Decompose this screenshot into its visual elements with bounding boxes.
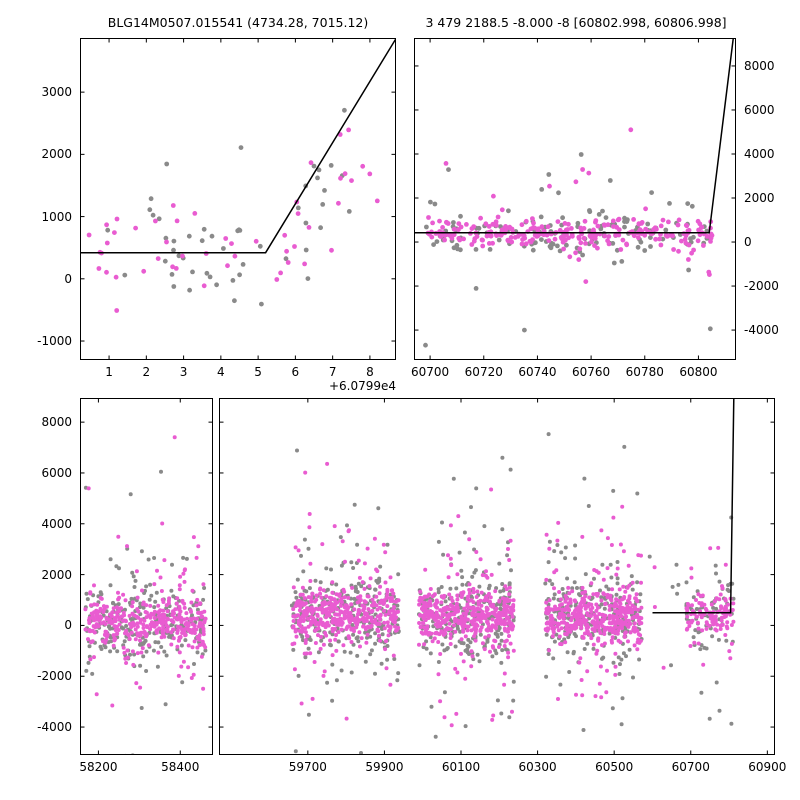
- y-tick-label: 0: [744, 235, 752, 250]
- y-tick-label: -2000: [744, 279, 779, 294]
- axes-border: [414, 38, 736, 360]
- x-tick-label: 58200: [79, 760, 118, 774]
- x-tick-label: 59900: [365, 760, 404, 774]
- x-tick-label: 5: [254, 365, 262, 379]
- panel-top-right: [414, 38, 736, 360]
- x-tick-label: 60780: [625, 365, 664, 379]
- scatter-points-gray: [423, 152, 713, 348]
- x-tick-label: 60500: [595, 760, 634, 774]
- x-tick-label: 1: [105, 365, 113, 379]
- y-tick-label: -2000: [37, 669, 72, 684]
- y-tick-label: -1000: [37, 334, 72, 349]
- scatter-points-gray: [289, 432, 736, 755]
- x-tick-label: 6: [291, 365, 300, 379]
- x-tick-label: 8: [366, 365, 374, 379]
- x-tick-label: 4: [217, 365, 225, 379]
- y-tick-label: 8000: [744, 58, 775, 73]
- x-tick-label: 58400: [161, 760, 200, 774]
- y-tick-label: 4000: [41, 516, 72, 531]
- panel-top-left: [80, 38, 396, 360]
- model-line: [414, 38, 735, 234]
- x-tick-label: 60100: [441, 760, 481, 774]
- x-tick-label: 60720: [464, 365, 503, 379]
- axes-border: [80, 398, 213, 755]
- x-tick-label: 59700: [288, 760, 327, 774]
- y-tick-label: -4000: [37, 720, 72, 735]
- x-tick-label: 60740: [518, 365, 557, 379]
- y-tick-label: 1000: [41, 209, 72, 224]
- panel-title-top-right: 3 479 2188.5 -8.000 -8 [60802.998, 60806…: [425, 15, 727, 30]
- x-tick-label: 60760: [572, 365, 611, 379]
- y-tick-label: 0: [64, 271, 72, 286]
- axes-border: [219, 398, 775, 755]
- x-tick-label: 3: [179, 365, 188, 379]
- model-line: [652, 398, 735, 614]
- scatter-points-pink: [83, 435, 208, 708]
- y-tick-label: -4000: [744, 323, 779, 338]
- x-axis-offset-label: +6.0799e4: [328, 379, 396, 393]
- y-tick-label: 8000: [41, 415, 72, 430]
- y-tick-label: 6000: [41, 465, 72, 480]
- scatter-points-pink: [290, 461, 736, 728]
- panel-bottom-right: [219, 398, 775, 755]
- y-tick-label: 0: [64, 618, 72, 633]
- scatter-points-gray: [105, 107, 352, 307]
- x-tick-label: 60900: [748, 760, 787, 774]
- x-tick-label: 2: [142, 365, 151, 379]
- scatter-points-pink: [86, 127, 380, 313]
- axes-border: [80, 38, 396, 360]
- panel-bottom-left: [80, 398, 213, 755]
- model-line: [80, 38, 396, 254]
- y-tick-label: 6000: [744, 102, 775, 117]
- y-tick-label: 2000: [41, 567, 72, 582]
- y-tick-label: 4000: [744, 146, 775, 161]
- x-tick-label: 60800: [679, 365, 718, 379]
- y-tick-label: 2000: [41, 147, 72, 162]
- x-tick-label: 60700: [411, 365, 450, 379]
- y-tick-label: 3000: [41, 85, 72, 100]
- x-tick-label: 60300: [518, 760, 557, 774]
- x-tick-label: 60700: [671, 760, 710, 774]
- panel-title-top-left: BLG14M0507.015541 (4734.28, 7015.12): [107, 15, 369, 30]
- y-tick-label: 2000: [744, 191, 775, 205]
- x-tick-label: 7: [328, 365, 337, 379]
- scatter-points-pink: [425, 127, 715, 284]
